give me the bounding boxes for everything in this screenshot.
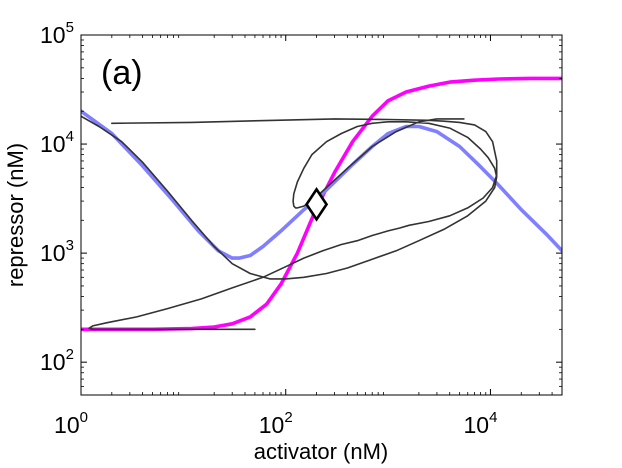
x-tick-label: 100	[54, 409, 88, 438]
y-axis-label: repressor (nM)	[3, 143, 28, 287]
plot-area	[81, 35, 562, 395]
series-line-trajectory-2	[88, 118, 498, 331]
fixed-point-marker	[304, 187, 329, 222]
y-tick-label: 103	[40, 237, 74, 266]
panel-label: (a)	[101, 54, 143, 92]
series-line-repressor-nullcline	[81, 109, 562, 260]
x-tick-label: 104	[463, 409, 497, 438]
plot-frame	[80, 34, 563, 396]
x-tick-label: 102	[259, 409, 293, 438]
series-line-activator-nullcline	[81, 76, 562, 332]
x-axis-label: activator (nM)	[254, 439, 388, 464]
y-tick-label: 102	[40, 346, 74, 375]
y-tick-label: 105	[40, 19, 74, 48]
y-tick-label: 104	[40, 128, 74, 157]
